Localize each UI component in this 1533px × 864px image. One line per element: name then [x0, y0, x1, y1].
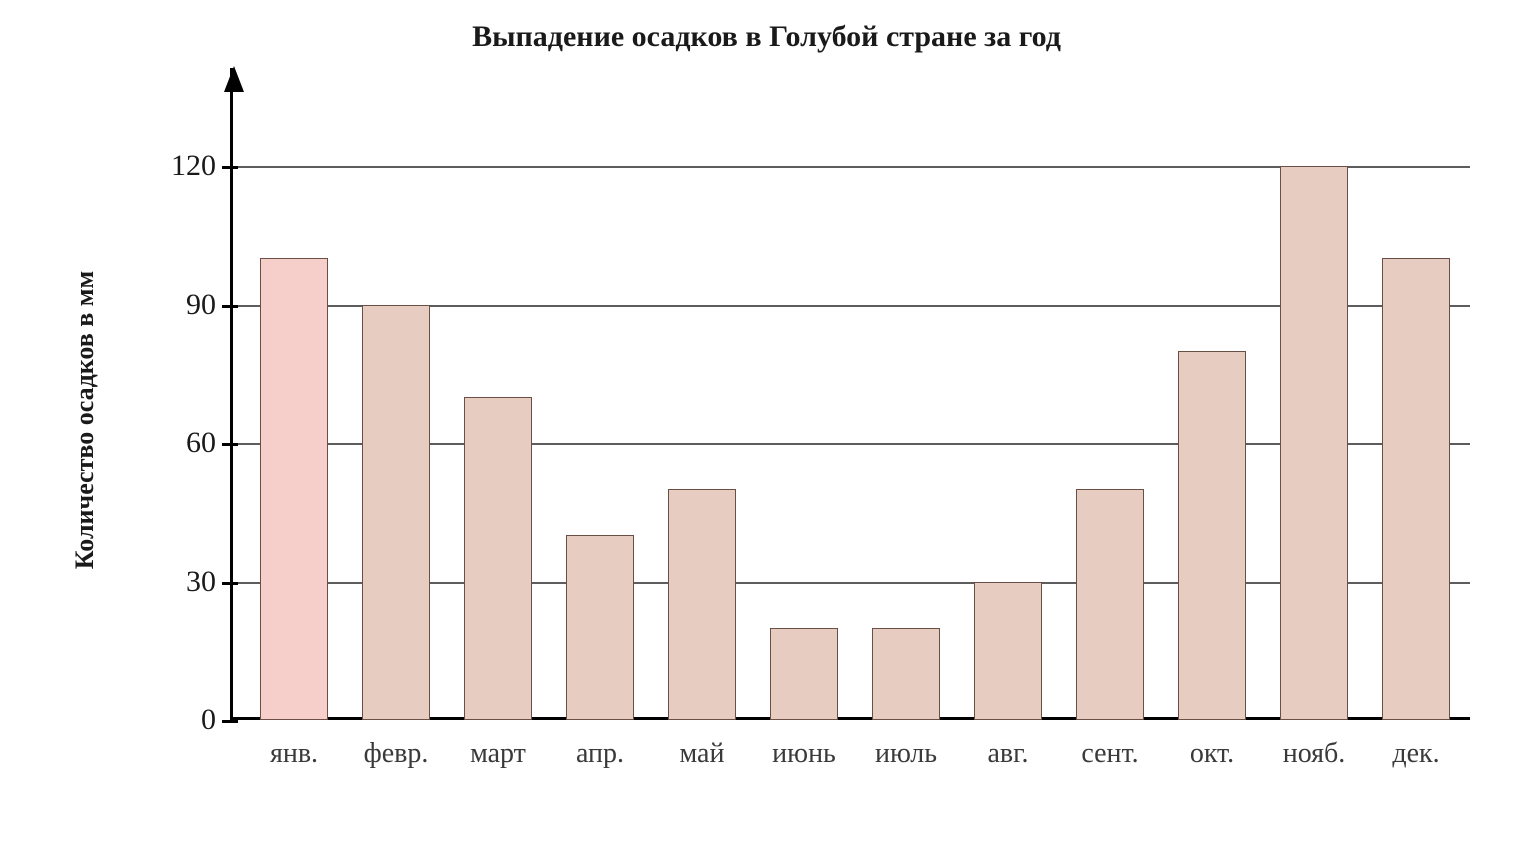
x-tick-label: окт. [1190, 738, 1234, 770]
bar [974, 582, 1042, 720]
bar [668, 489, 736, 720]
y-tick-label: 90 [186, 288, 216, 322]
x-tick-label: дек. [1392, 738, 1439, 770]
bar [1178, 351, 1246, 720]
y-tick-label: 60 [186, 426, 216, 460]
x-tick-label: янв. [270, 738, 318, 770]
bar [566, 535, 634, 720]
bar [362, 305, 430, 720]
y-tick-mark [222, 305, 238, 308]
y-tick-label: 30 [186, 565, 216, 599]
plot-area: янв.февр.мартапр.майиюньиюльавг.сент.окт… [230, 120, 1470, 720]
x-tick-label: март [470, 738, 526, 770]
y-axis-label: Количество осадков в мм [70, 120, 100, 720]
y-tick-mark [222, 582, 238, 585]
bar [1382, 258, 1450, 720]
x-tick-label: май [680, 738, 725, 770]
bar [872, 628, 940, 720]
x-tick-label: июль [875, 738, 937, 770]
bar [1280, 166, 1348, 720]
chart-title: Выпадение осадков в Голубой стране за го… [0, 20, 1533, 54]
y-tick-mark [222, 720, 238, 723]
y-tick-mark [222, 443, 238, 446]
y-tick-label: 120 [171, 149, 216, 183]
bar [260, 258, 328, 720]
x-tick-label: апр. [576, 738, 624, 770]
bar [770, 628, 838, 720]
x-tick-label: нояб. [1283, 738, 1346, 770]
x-tick-label: февр. [364, 738, 429, 770]
y-tick-mark [222, 166, 238, 169]
bar [464, 397, 532, 720]
bar [1076, 489, 1144, 720]
x-tick-label: авг. [988, 738, 1029, 770]
y-tick-label: 0 [201, 703, 216, 737]
x-tick-label: сент. [1081, 738, 1138, 770]
x-tick-label: июнь [772, 738, 836, 770]
precipitation-chart: Выпадение осадков в Голубой стране за го… [0, 0, 1533, 864]
